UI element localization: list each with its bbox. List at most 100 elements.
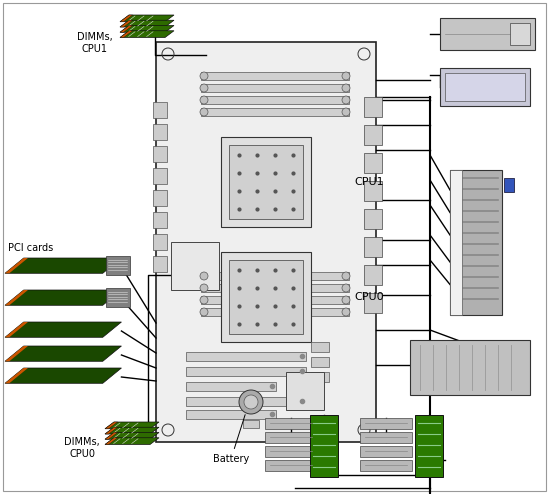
- Bar: [265, 418, 317, 429]
- Bar: [310, 415, 338, 477]
- Polygon shape: [120, 20, 133, 27]
- Polygon shape: [5, 290, 28, 305]
- Bar: [360, 418, 412, 429]
- Bar: [360, 460, 412, 471]
- Polygon shape: [5, 258, 121, 273]
- Circle shape: [239, 390, 263, 414]
- Bar: [450, 170, 502, 315]
- Bar: [510, 23, 530, 45]
- Polygon shape: [105, 422, 159, 429]
- Bar: [229, 145, 303, 219]
- Text: Battery: Battery: [213, 414, 249, 464]
- Circle shape: [342, 108, 350, 116]
- Bar: [106, 288, 130, 307]
- Bar: [153, 212, 167, 228]
- Polygon shape: [120, 20, 174, 27]
- Circle shape: [342, 96, 350, 104]
- Bar: [450, 170, 462, 315]
- Circle shape: [200, 72, 208, 80]
- Polygon shape: [105, 422, 117, 429]
- Bar: [153, 234, 167, 250]
- Text: PCI cards: PCI cards: [8, 243, 53, 253]
- Bar: [265, 446, 317, 457]
- Polygon shape: [120, 15, 174, 22]
- Bar: [186, 410, 276, 419]
- Bar: [364, 209, 382, 229]
- Polygon shape: [5, 368, 28, 383]
- Bar: [201, 96, 349, 104]
- Bar: [440, 18, 535, 50]
- Bar: [364, 293, 382, 313]
- Bar: [171, 242, 219, 290]
- Circle shape: [200, 272, 208, 280]
- Polygon shape: [5, 322, 121, 337]
- Bar: [201, 108, 349, 116]
- Polygon shape: [120, 15, 133, 22]
- Polygon shape: [5, 346, 121, 361]
- Bar: [504, 178, 514, 192]
- Bar: [201, 84, 349, 92]
- Circle shape: [200, 296, 208, 304]
- Bar: [415, 415, 443, 477]
- Bar: [186, 352, 306, 361]
- Bar: [201, 296, 349, 304]
- Bar: [221, 137, 311, 227]
- Bar: [311, 372, 329, 382]
- Bar: [311, 357, 329, 367]
- Bar: [364, 181, 382, 201]
- Circle shape: [244, 395, 258, 409]
- Circle shape: [200, 308, 208, 316]
- Bar: [440, 68, 530, 106]
- Bar: [311, 342, 329, 352]
- Text: CPU0: CPU0: [354, 292, 384, 302]
- Bar: [364, 265, 382, 285]
- Bar: [364, 237, 382, 257]
- Bar: [156, 42, 376, 442]
- Bar: [153, 256, 167, 272]
- Polygon shape: [5, 322, 28, 337]
- Bar: [229, 260, 303, 334]
- Text: DIMMs,
CPU1: DIMMs, CPU1: [77, 32, 113, 54]
- Polygon shape: [105, 427, 117, 434]
- Bar: [364, 97, 382, 117]
- Polygon shape: [5, 258, 28, 273]
- Bar: [201, 72, 349, 80]
- Circle shape: [342, 296, 350, 304]
- Bar: [153, 102, 167, 118]
- Bar: [445, 73, 525, 101]
- Bar: [243, 420, 259, 428]
- Polygon shape: [105, 433, 117, 439]
- Circle shape: [200, 108, 208, 116]
- Bar: [265, 432, 317, 443]
- Bar: [360, 446, 412, 457]
- Bar: [153, 190, 167, 206]
- Bar: [186, 382, 276, 391]
- Bar: [265, 460, 317, 471]
- Bar: [153, 168, 167, 184]
- Bar: [201, 272, 349, 280]
- Circle shape: [342, 272, 350, 280]
- Text: DIMMs,
CPU0: DIMMs, CPU0: [64, 437, 100, 458]
- Polygon shape: [105, 438, 117, 445]
- Circle shape: [200, 96, 208, 104]
- Bar: [201, 308, 349, 316]
- Bar: [410, 340, 530, 395]
- Circle shape: [342, 308, 350, 316]
- Bar: [186, 397, 306, 406]
- Circle shape: [200, 284, 208, 292]
- Bar: [286, 372, 324, 410]
- Circle shape: [342, 72, 350, 80]
- Bar: [360, 432, 412, 443]
- Polygon shape: [120, 26, 174, 32]
- Bar: [364, 125, 382, 145]
- Bar: [153, 124, 167, 140]
- Polygon shape: [120, 31, 174, 38]
- Polygon shape: [5, 346, 28, 361]
- Circle shape: [342, 284, 350, 292]
- Bar: [364, 153, 382, 173]
- Polygon shape: [5, 290, 121, 305]
- Polygon shape: [105, 427, 159, 434]
- Bar: [186, 367, 306, 376]
- Bar: [201, 284, 349, 292]
- Circle shape: [342, 84, 350, 92]
